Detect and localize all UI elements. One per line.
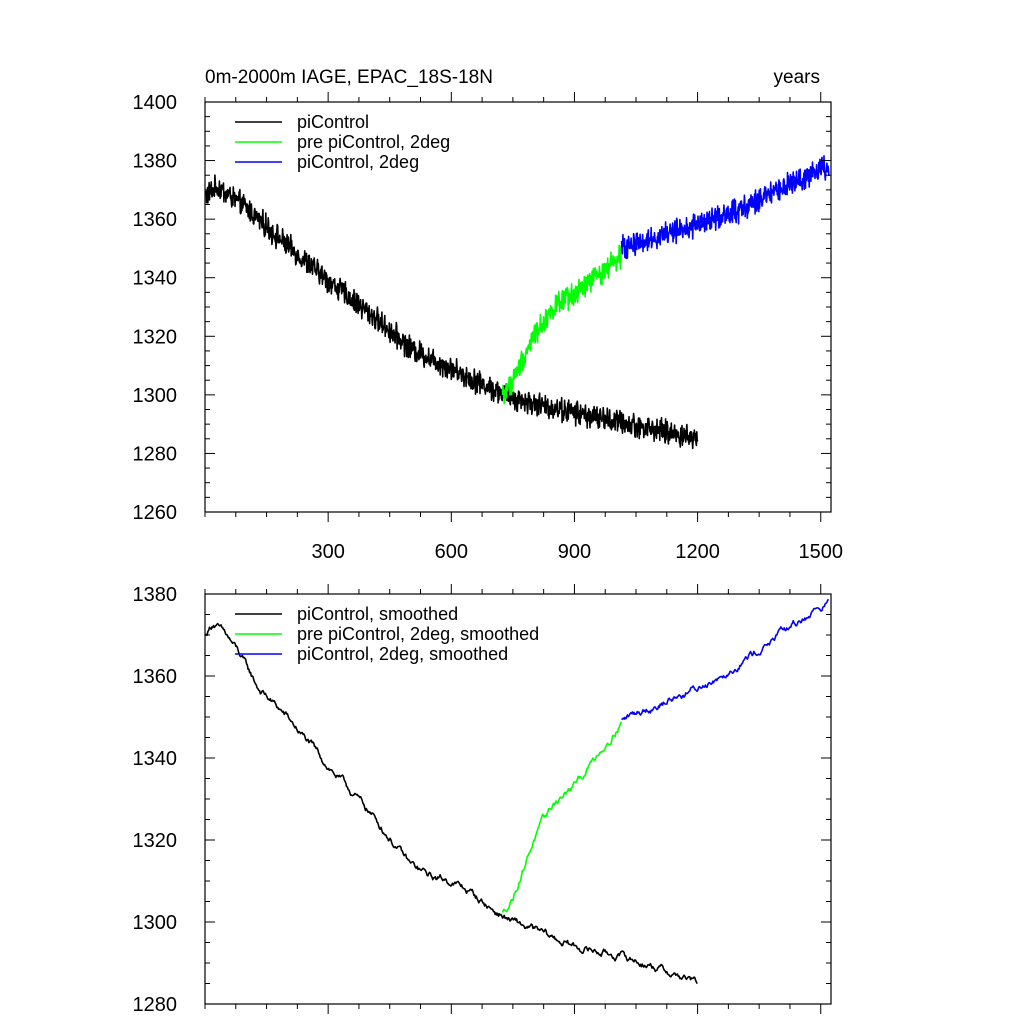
series-line-1: [204, 622, 698, 984]
series-line-2: [501, 244, 623, 405]
x-tick-label: 600: [435, 541, 468, 563]
top-chart-title: 0m-2000m IAGE, EPAC_18S-18N: [205, 67, 493, 88]
y-tick-label: 1360: [133, 209, 178, 231]
y-tick-label: 1400: [133, 92, 178, 114]
legend-label-3: piControl, 2deg: [297, 152, 419, 172]
y-tick-label: 1280: [133, 994, 178, 1016]
y-tick-label: 1320: [133, 326, 178, 348]
x-tick-label: 300: [311, 541, 344, 563]
y-tick-label: 1340: [133, 268, 178, 290]
y-tick-label: 1300: [133, 912, 178, 934]
legend-label-2: pre piControl, 2deg: [297, 132, 450, 152]
y-tick-label: 1300: [133, 385, 178, 407]
y-tick-label: 1280: [133, 443, 178, 465]
top-chart-units: years: [774, 67, 820, 88]
y-tick-label: 1340: [133, 748, 178, 770]
bottom-axis-layer: 1280 1300 1320 1340 1360 1380: [133, 584, 832, 1016]
legend-label-1: piControl: [297, 112, 369, 132]
top-axis-layer: 1260 1280 1300 1320 1340 1360 1380 1400 300 600 90…: [133, 92, 843, 563]
y-tick-label: 1320: [133, 830, 178, 852]
top-panel: 0m-2000m IAGE, EPAC_18S-18N years 126012…: [133, 67, 843, 563]
y-tick-label: 1260: [133, 502, 178, 524]
series-line-3: [621, 598, 830, 721]
legend-label-3: piControl, 2deg, smoothed: [297, 644, 508, 664]
top-series-layer: [204, 155, 830, 450]
bottom-series-layer: [204, 598, 830, 984]
series-line-1: [204, 174, 699, 450]
legend-label-1: piControl, smoothed: [297, 604, 458, 624]
legend-label-2: pre piControl, 2deg, smoothed: [297, 624, 539, 644]
series-line-3: [620, 155, 830, 260]
x-tick-label: 1500: [798, 541, 843, 563]
bottom-panel: 1280 1300 1320 1340 1360 1380 piControl, smoo…: [133, 584, 832, 1016]
x-tick-label: 900: [558, 541, 591, 563]
y-tick-label: 1380: [133, 584, 178, 606]
y-tick-label: 1360: [133, 666, 178, 688]
y-tick-label: 1380: [133, 151, 178, 173]
x-tick-label: 1200: [675, 541, 720, 563]
series-line-2: [501, 721, 623, 913]
